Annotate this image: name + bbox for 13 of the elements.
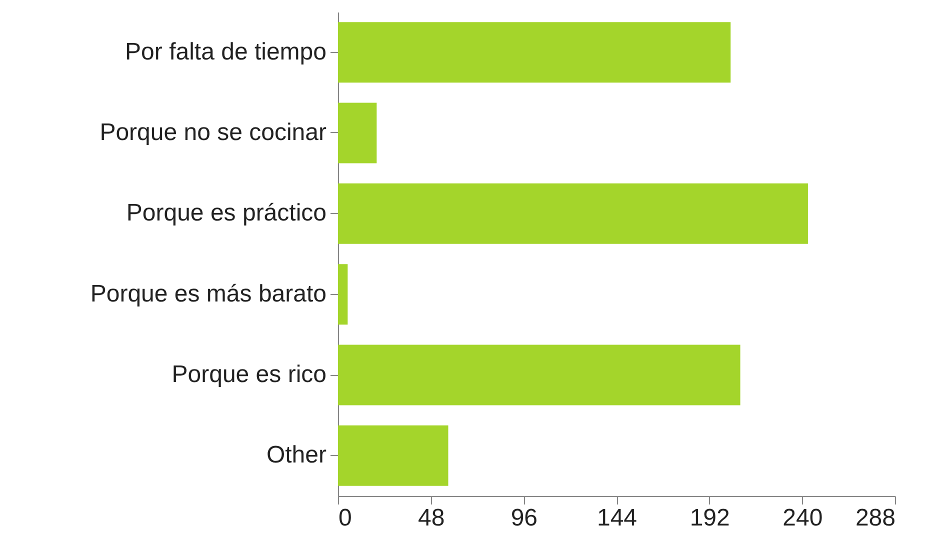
x-tick-label: 240 (782, 504, 823, 532)
x-tick-label: 48 (418, 504, 445, 532)
y-tick-label: Porque es rico (172, 361, 326, 388)
x-tick-label: 288 (855, 504, 896, 532)
y-tick-label: Other (266, 442, 326, 469)
x-tick-label: 0 (338, 504, 352, 532)
y-tick-label: Por falta de tiempo (125, 38, 326, 66)
x-tick-label: 144 (596, 504, 638, 532)
x-tick-label: 192 (690, 504, 730, 532)
y-tick-label: Porque no se cocinar (100, 119, 326, 146)
y-tick-label: Porque es más barato (90, 280, 326, 308)
y-tick-label: Porque es práctico (126, 200, 326, 227)
x-tick-label: 96 (510, 504, 538, 532)
